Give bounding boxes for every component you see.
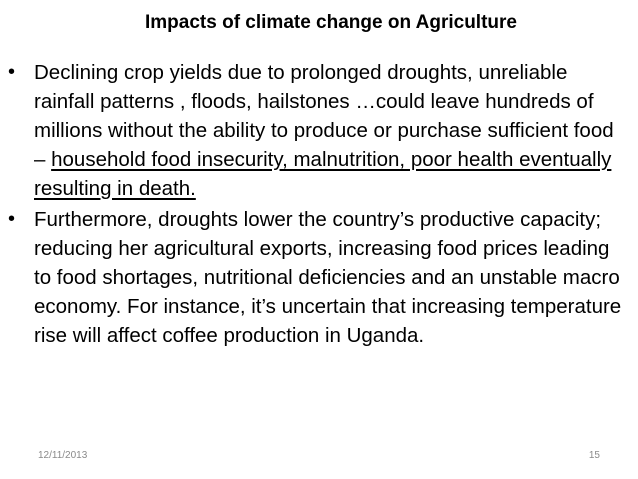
bullet-underlined-text: household food insecurity, malnutrition,… [34, 148, 612, 200]
bullet-text: Furthermore, droughts lower the country’… [34, 208, 622, 347]
bullet-icon: • [8, 208, 16, 230]
bullet-item-2: • Furthermore, droughts lower the country… [6, 205, 628, 350]
footer-page-number: 15 [588, 450, 600, 461]
bullet-text: Declining crop yields due to prolonged d… [34, 61, 614, 171]
footer-date: 12/11/2013 [38, 450, 88, 461]
slide-title: Impacts of climate change on Agriculture [0, 10, 638, 36]
slide-title-text: Impacts of climate change on Agriculture [145, 12, 517, 33]
bullet-list: • Declining crop yields due to prolonged … [6, 58, 628, 352]
bullet-icon: • [8, 61, 16, 83]
bullet-item-1: • Declining crop yields due to prolonged … [6, 58, 628, 203]
